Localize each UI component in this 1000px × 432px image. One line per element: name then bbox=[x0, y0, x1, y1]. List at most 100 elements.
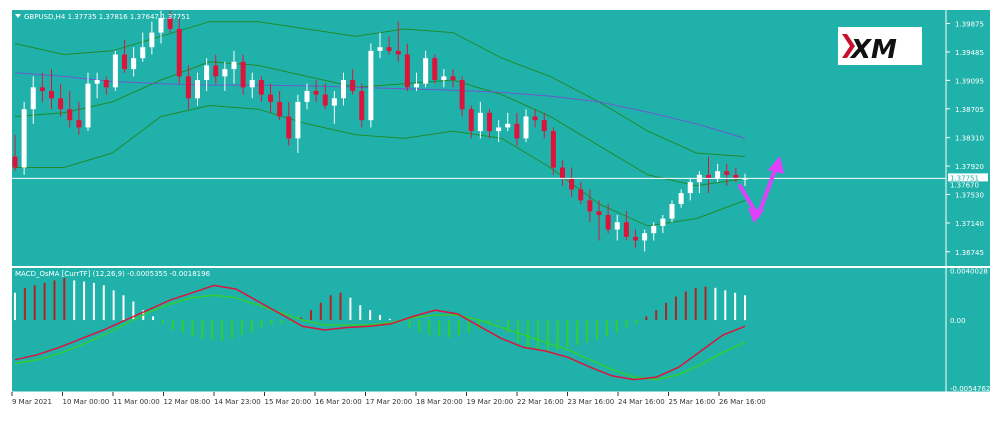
candle-body bbox=[486, 112, 493, 132]
time-label: 10 Mar 00:00 bbox=[63, 398, 110, 406]
xm-logo: XM bbox=[838, 27, 922, 65]
candle-body bbox=[514, 123, 520, 139]
candle-body bbox=[30, 87, 36, 110]
dropdown-icon[interactable] bbox=[15, 14, 21, 18]
candle-body bbox=[541, 120, 547, 132]
candle-body bbox=[733, 174, 739, 179]
candle-body bbox=[331, 98, 337, 106]
candle-body bbox=[258, 80, 264, 95]
candle-body bbox=[651, 225, 657, 234]
candle-body bbox=[532, 116, 538, 121]
candle-body bbox=[605, 214, 611, 230]
logo-text: XM bbox=[849, 35, 897, 65]
candle-body bbox=[450, 76, 456, 81]
candle-body bbox=[705, 174, 712, 179]
price-tick-label: 1.39875 bbox=[955, 20, 984, 28]
candle-body bbox=[724, 171, 730, 175]
candle-body bbox=[103, 80, 109, 88]
price-tick-label: 1.37140 bbox=[955, 220, 984, 228]
price-tick-label: 1.39485 bbox=[955, 49, 984, 57]
moving-average bbox=[14, 72, 746, 139]
candle-body bbox=[413, 83, 420, 88]
time-label: 9 Mar 2021 bbox=[12, 398, 52, 406]
candle-body bbox=[678, 193, 684, 205]
current-price-label: 1.37751 bbox=[950, 174, 979, 182]
arrow-head-icon bbox=[768, 156, 784, 174]
candle-body bbox=[404, 54, 410, 88]
candle-body bbox=[386, 47, 392, 51]
macd-axis-labels: 0.0040028 0.00 -0.0054762 bbox=[950, 267, 990, 393]
candle-body bbox=[185, 76, 191, 99]
candle-body bbox=[669, 204, 675, 219]
candle-body bbox=[176, 28, 182, 77]
candle-body bbox=[350, 80, 356, 91]
candle-body bbox=[587, 200, 593, 212]
price-tick-label: 1.38310 bbox=[955, 135, 984, 143]
candle-body bbox=[85, 83, 91, 128]
candle-body bbox=[295, 101, 301, 139]
candle-body bbox=[432, 58, 438, 81]
macd-lines bbox=[14, 284, 746, 381]
time-label: 23 Mar 16:00 bbox=[568, 398, 615, 406]
time-label: 11 Mar 00:00 bbox=[113, 398, 160, 406]
bollinger-lower-line bbox=[15, 104, 746, 227]
candle-body bbox=[596, 211, 602, 215]
candle-body bbox=[459, 80, 465, 110]
time-label: 17 Mar 20:00 bbox=[366, 398, 413, 406]
candle-body bbox=[149, 32, 155, 48]
time-axis-labels: 9 Mar 2021 10 Mar 00:00 11 Mar 00:00 12 Mar… bbox=[11, 392, 766, 406]
price-panel[interactable] bbox=[12, 10, 946, 266]
candle-body bbox=[441, 76, 447, 81]
candle-body bbox=[58, 98, 64, 110]
symbol-info: GBPUSD,H4 1.37735 1.37816 1.37647 1.3775… bbox=[24, 13, 190, 21]
candle-body bbox=[550, 131, 556, 168]
time-label: 26 Mar 16:00 bbox=[719, 398, 766, 406]
candle-body bbox=[158, 18, 164, 33]
candle-body bbox=[213, 65, 219, 77]
candle-body bbox=[222, 69, 228, 77]
candle-body bbox=[67, 109, 73, 121]
candle-body bbox=[569, 178, 575, 190]
candle-body bbox=[231, 61, 237, 70]
candle-body bbox=[194, 80, 201, 99]
candle-body bbox=[39, 87, 45, 91]
candle-body bbox=[623, 222, 629, 237]
macd-tick-label: 0.00 bbox=[950, 317, 966, 325]
time-label: 25 Mar 16:00 bbox=[669, 398, 716, 406]
candle-body bbox=[359, 90, 365, 121]
candle-body bbox=[249, 80, 255, 88]
logo-chevron-icon bbox=[842, 34, 855, 58]
candle-body bbox=[204, 65, 210, 81]
candle-body bbox=[313, 90, 319, 95]
macd-tick-label: 0.0040028 bbox=[950, 267, 988, 275]
candle-body bbox=[614, 222, 620, 230]
candle-body bbox=[48, 90, 55, 99]
forecast-arrow bbox=[738, 156, 784, 223]
candle-body bbox=[559, 167, 566, 179]
candle-body bbox=[642, 233, 648, 241]
price-tick-label: 1.37920 bbox=[955, 163, 984, 171]
second-price-label: 1.37670 bbox=[950, 181, 979, 189]
time-label: 15 Mar 20:00 bbox=[265, 398, 312, 406]
candle-body bbox=[523, 116, 529, 139]
candle-body bbox=[267, 94, 274, 102]
time-label: 16 Mar 20:00 bbox=[315, 398, 362, 406]
candle-body bbox=[505, 123, 511, 128]
candle-body bbox=[131, 58, 137, 70]
price-axis bbox=[946, 10, 990, 392]
candle-body bbox=[368, 50, 374, 121]
candle-body bbox=[468, 109, 474, 132]
candle-body bbox=[477, 112, 483, 132]
macd-panel[interactable] bbox=[12, 268, 946, 392]
osma-histogram bbox=[14, 277, 746, 352]
main-header: GBPUSD,H4 1.37735 1.37816 1.37647 1.3775… bbox=[15, 13, 190, 21]
candle-body bbox=[277, 101, 283, 117]
candle-body bbox=[21, 109, 27, 168]
time-label: 12 Mar 08:00 bbox=[164, 398, 211, 406]
candle-body bbox=[742, 178, 748, 180]
time-label: 24 Mar 16:00 bbox=[618, 398, 665, 406]
indicator-info: MACD_OsMA [CurrTF] (12,26,9) -0.0005355 … bbox=[15, 270, 211, 278]
candle-body bbox=[395, 50, 401, 55]
bollinger-middle-line bbox=[14, 61, 746, 187]
